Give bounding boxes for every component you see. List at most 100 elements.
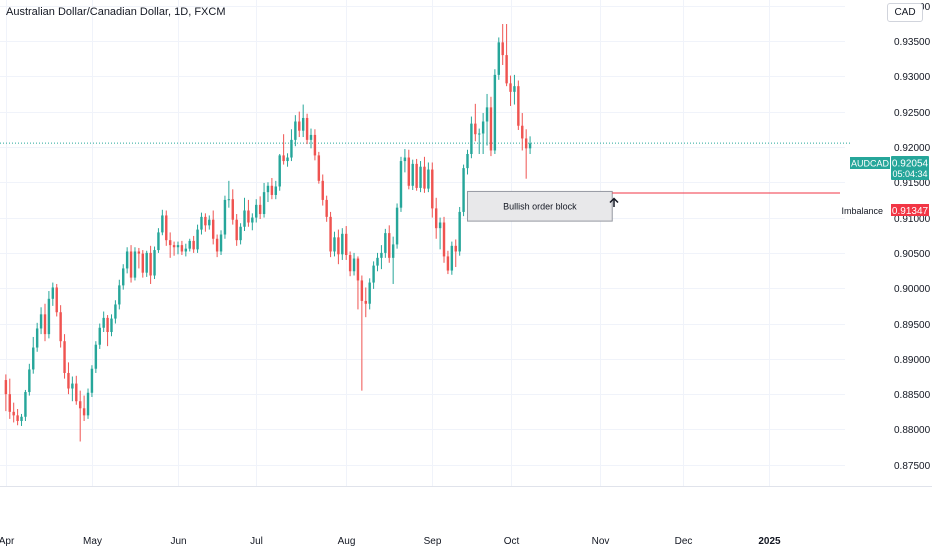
candle-body <box>94 344 98 369</box>
candle <box>219 230 223 256</box>
candle <box>524 129 528 179</box>
candle-body <box>4 380 8 395</box>
candle <box>528 136 532 154</box>
candle <box>35 322 39 352</box>
y-tick-label: 0.91000 <box>894 214 931 225</box>
candle <box>78 390 82 442</box>
candle-body <box>446 256 450 271</box>
candle-body <box>501 42 504 56</box>
candle <box>227 180 231 208</box>
candle-body <box>431 169 434 209</box>
candle <box>188 238 191 252</box>
candle <box>43 303 47 342</box>
candle <box>239 223 242 245</box>
candle <box>329 211 332 258</box>
y-tick-label: 0.89000 <box>894 355 931 366</box>
currency-button[interactable]: CAD <box>887 3 923 22</box>
candle <box>59 305 62 348</box>
candle <box>427 162 430 193</box>
candle-body <box>204 216 207 226</box>
candle <box>12 402 15 423</box>
candle-body <box>192 240 195 250</box>
candle <box>98 323 101 349</box>
candle <box>309 128 313 149</box>
candle-body <box>458 211 461 252</box>
y-tick-label: 0.89500 <box>894 320 931 331</box>
candle-body <box>82 408 86 416</box>
candle-body <box>114 304 117 319</box>
candle-body <box>35 328 39 348</box>
candle-body <box>266 185 270 193</box>
candle <box>313 129 317 161</box>
candle <box>208 215 211 230</box>
y-tick-label: 0.88000 <box>894 425 931 436</box>
candle-body <box>489 107 493 151</box>
candle <box>411 159 414 191</box>
candle-body <box>485 107 489 122</box>
candle <box>446 250 450 275</box>
candle-body <box>188 240 191 249</box>
candle-body <box>376 257 379 266</box>
candle-body <box>141 253 145 273</box>
candle <box>415 158 418 191</box>
candle-body <box>129 251 133 278</box>
candle-body <box>388 233 391 258</box>
candle <box>266 182 270 203</box>
candle <box>434 197 438 239</box>
candle-body <box>184 248 188 252</box>
candle-body <box>16 415 19 422</box>
candle-body <box>352 258 356 272</box>
candle-body <box>415 163 418 188</box>
y-tick-label: 0.93000 <box>894 72 931 83</box>
candle <box>71 376 74 402</box>
candle-body <box>313 134 317 156</box>
candle-body <box>118 285 121 305</box>
candle-body <box>51 287 55 299</box>
imbalance-price-tag-bg <box>891 204 929 216</box>
candle <box>462 164 465 217</box>
candle <box>20 413 23 426</box>
bullish-order-block-zone[interactable] <box>466 190 613 222</box>
candle-body <box>372 265 375 283</box>
candle-body <box>262 192 266 215</box>
candle-body <box>325 199 328 217</box>
y-tick-label: 0.88500 <box>894 390 931 401</box>
candle <box>168 232 172 258</box>
candle-body <box>474 123 477 135</box>
candle-body <box>333 237 336 252</box>
candle <box>294 115 297 147</box>
candle-body <box>329 216 332 252</box>
candle <box>317 151 321 184</box>
candle <box>282 134 285 165</box>
candle <box>517 80 520 130</box>
candle-body <box>231 199 234 220</box>
candle-body <box>110 318 113 333</box>
candle <box>192 235 195 253</box>
candle <box>501 24 504 65</box>
candle-body <box>223 199 227 235</box>
price-axis: 0.940000.935000.930000.925000.920000.915… <box>894 2 931 472</box>
candle-body <box>395 207 399 245</box>
candle-body <box>301 117 305 131</box>
candle <box>407 149 411 190</box>
x-tick-label: 2025 <box>758 536 781 547</box>
candle <box>110 314 113 337</box>
imbalance-tag: Imbalance 0.91347 <box>841 204 929 217</box>
candle-body <box>180 245 184 252</box>
candle <box>153 246 156 280</box>
candle-body <box>47 298 51 335</box>
candle <box>67 362 70 395</box>
candle <box>32 336 35 374</box>
candle-body <box>161 215 164 233</box>
grid <box>0 0 845 486</box>
candle <box>247 199 250 227</box>
candle <box>384 228 387 258</box>
candle-body <box>411 163 414 186</box>
candle-body <box>32 347 35 370</box>
candle-body <box>403 157 407 162</box>
candle <box>161 209 164 236</box>
candle <box>55 283 58 317</box>
candle-body <box>168 240 172 246</box>
candle-body <box>211 219 215 239</box>
